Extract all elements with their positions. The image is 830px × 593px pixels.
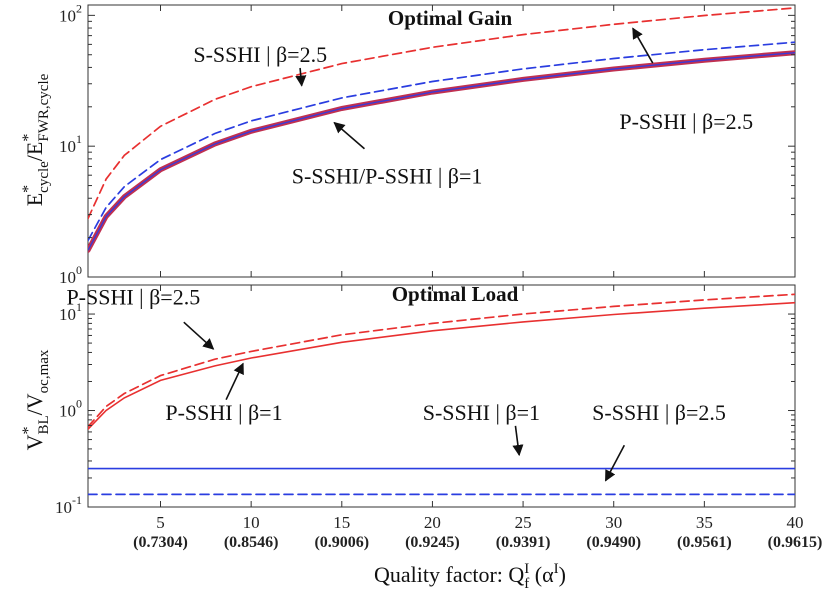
x-tick-label: 30 [605,513,622,532]
top-chart-title: Optimal Gain [388,6,513,30]
top-series-group [88,7,795,253]
x-tick-sublabel: (0.9615) [768,534,823,551]
bottom-y-axis-label: V*BL/Voc,max [20,349,52,450]
x-tick-sublabel: (0.9561) [677,534,732,551]
x-axis-label: Quality factor: QI f (αI) [374,561,566,592]
bottom-plot-frame [87,284,796,508]
annotation-arrow [512,425,524,457]
series-line-0-2-core [88,52,795,251]
bottom-series-group [88,293,795,496]
y-tick-label: 101 [59,300,82,324]
bottom-x-ticks: 5 (0.7304) 10 (0.8546) 15 (0.9006) 20 (0.9245) 2… [133,285,822,551]
top-plot-frame [87,4,796,278]
x-tick-sublabel: (0.9391) [496,534,551,551]
bottom-annotations: P-SSHI | β=2.5 P-SSHI | β=1 S-SSHI | β=1 S-… [66,285,726,482]
series-line-1-1 [88,301,795,430]
x-tick-label: 20 [424,513,441,532]
annotation-arrow [295,67,307,87]
annotation-label: P-SSHI | β=2.5 [66,285,200,310]
annotation-label: S-SSHI/P-SSHI | β=1 [292,163,483,188]
top-y-axis-label: E*cycle/E*FWR,cycle [20,73,52,206]
x-tick-label: 5 [156,513,165,532]
x-tick-sublabel: (0.9490) [586,534,641,551]
series-line-1-0 [88,293,795,428]
top-annotations: S-SSHI | β=2.5 P-SSHI | β=2.5 S-SSHI/P-SSH… [193,27,753,188]
y-tick-label: 102 [59,1,82,25]
annotation-arrow [183,321,215,350]
annotation-label: S-SSHI | β=1 [423,400,540,425]
top-panel: 100 101 102 Optimal Gain S-SSHI | β=2.5 P-S… [20,1,796,287]
x-tick-label: 35 [696,513,713,532]
annotation-label: S-SSHI | β=2.5 [193,42,327,67]
x-tick-label: 15 [333,513,350,532]
y-tick-label: 100 [59,263,82,287]
bottom-chart-title: Optimal Load [392,282,519,306]
series-line-0-1 [88,41,795,242]
annotation-arrow [333,121,365,150]
y-tick-label: 100 [59,397,82,421]
y-tick-label: 101 [59,132,82,156]
bottom-y-ticks: 10-1 100 101 [55,284,795,517]
x-tick-label: 10 [243,513,260,532]
annotation-label: S-SSHI | β=2.5 [592,400,726,425]
annotation-arrow [632,27,654,64]
annotation-label: P-SSHI | β=2.5 [619,109,753,134]
y-tick-label: 10-1 [55,493,82,517]
x-tick-sublabel: (0.9245) [405,534,460,551]
top-y-ticks: 100 101 102 [59,1,796,287]
x-tick-sublabel: (0.9006) [314,534,369,551]
annotation-arrow [604,444,626,482]
x-tick-label: 40 [787,513,804,532]
x-tick-sublabel: (0.8546) [224,534,279,551]
x-tick-label: 25 [515,513,532,532]
x-tick-sublabel: (0.7304) [133,534,188,551]
annotation-label: P-SSHI | β=1 [165,400,282,425]
series-line-0-2 [88,50,795,253]
bottom-panel: 10-1 100 101 5 (0.7304) 10 (0.8546) 15 (0.9006)… [20,282,822,592]
annotation-arrow [225,362,244,401]
